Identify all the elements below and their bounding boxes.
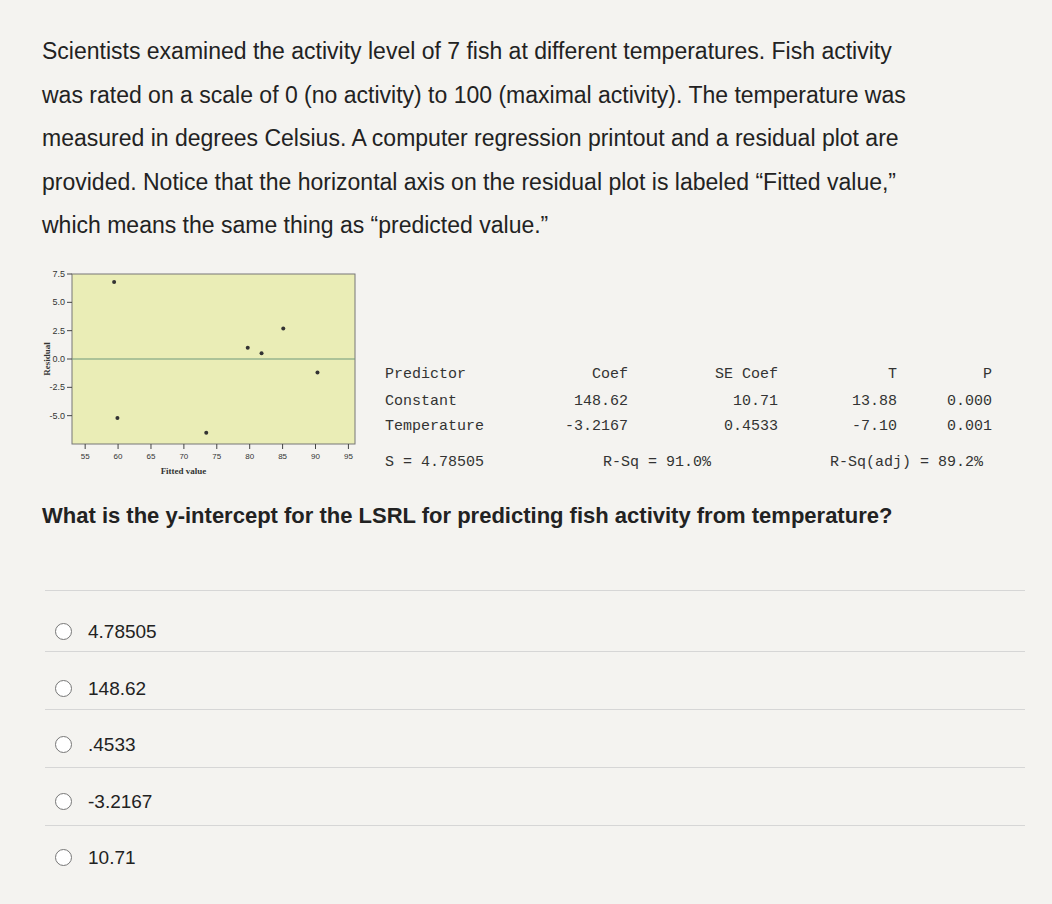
table-cell: 10.71 xyxy=(733,393,778,410)
zero-line xyxy=(72,358,355,359)
table-cell: Temperature xyxy=(385,418,484,435)
x-tick-label: 75 xyxy=(212,452,221,461)
y-tick xyxy=(67,330,72,331)
y-tick xyxy=(67,274,72,275)
residual-plot: 7.5 5.0 2.5 0.0 -2.5 -5.0 55 60 65 70 75 80 85 90 95 Fi… xyxy=(40,262,370,487)
x-axis-label: Fitted value xyxy=(161,466,207,476)
residual-point xyxy=(315,371,319,375)
radio-button[interactable] xyxy=(55,736,72,753)
paragraph-line: provided. Notice that the horizontal axi… xyxy=(42,169,896,196)
x-tick-label: 90 xyxy=(311,452,320,461)
table-cell: -3.2167 xyxy=(565,418,628,435)
radio-button[interactable] xyxy=(55,623,72,640)
x-tick-label: 70 xyxy=(179,452,188,461)
separator xyxy=(45,825,1025,826)
y-tick-label: 7.5 xyxy=(52,269,65,279)
table-cell: Constant xyxy=(385,393,457,410)
table-summary: R-Sq = 91.0% xyxy=(603,454,711,471)
y-tick-label: 0.0 xyxy=(52,354,65,364)
radio-button[interactable] xyxy=(55,849,72,866)
y-tick-label: -2.5 xyxy=(49,382,65,392)
table-cell: 0.001 xyxy=(947,418,992,435)
y-tick xyxy=(67,387,72,388)
x-tick xyxy=(348,444,349,449)
paragraph-line: measured in degrees Celsius. A computer … xyxy=(42,125,899,152)
separator xyxy=(45,651,1025,652)
table-header: Coef xyxy=(592,366,628,383)
residual-point xyxy=(204,431,208,435)
question: What is the y-intercept for the LSRL for… xyxy=(42,503,892,529)
table-cell: 148.62 xyxy=(574,393,628,410)
residual-point xyxy=(246,346,250,350)
x-tick-label: 65 xyxy=(147,452,156,461)
x-tick-label: 55 xyxy=(81,452,90,461)
table-header: Predictor xyxy=(385,366,466,383)
option-label: 148.62 xyxy=(88,678,146,700)
table-cell: 0.4533 xyxy=(724,418,778,435)
y-tick xyxy=(67,302,72,303)
x-tick xyxy=(249,444,250,449)
table-header: P xyxy=(983,366,992,383)
x-tick xyxy=(216,444,217,449)
radio-button[interactable] xyxy=(55,680,72,697)
y-tick xyxy=(67,359,72,360)
plot-frame xyxy=(72,274,355,444)
y-tick xyxy=(67,415,72,416)
separator xyxy=(45,590,1025,591)
table-header: SE Coef xyxy=(715,366,778,383)
option-label: -3.2167 xyxy=(88,791,152,813)
table-cell: 13.88 xyxy=(852,393,897,410)
paragraph-line: which means the same thing as “predicted… xyxy=(42,212,548,239)
x-tick-label: 80 xyxy=(245,452,254,461)
table-summary: S = 4.78505 xyxy=(385,454,484,471)
separator xyxy=(45,767,1025,768)
x-tick xyxy=(282,444,283,449)
table-summary: R-Sq(adj) = 89.2% xyxy=(830,454,983,471)
residual-point xyxy=(260,351,264,355)
x-tick xyxy=(85,444,86,449)
table-cell: 0.000 xyxy=(947,393,992,410)
x-tick-label: 95 xyxy=(344,452,353,461)
x-tick xyxy=(315,444,316,449)
x-tick-label: 85 xyxy=(278,452,287,461)
y-tick-label: 2.5 xyxy=(52,326,65,336)
option-label: .4533 xyxy=(88,734,136,756)
x-tick-label: 60 xyxy=(114,452,123,461)
paragraph-line: Scientists examined the activity level o… xyxy=(42,38,892,65)
x-tick xyxy=(118,444,119,449)
plot-marks xyxy=(72,280,355,435)
table-header: T xyxy=(888,366,897,383)
table-cell: -7.10 xyxy=(852,418,897,435)
residual-point xyxy=(112,280,116,284)
separator xyxy=(45,709,1025,710)
y-tick-label: 5.0 xyxy=(52,297,65,307)
option-label: 4.78505 xyxy=(88,621,157,643)
residual-point xyxy=(281,326,285,330)
option-label: 10.71 xyxy=(88,847,136,869)
x-tick xyxy=(183,444,184,449)
y-tick-label: -5.0 xyxy=(49,411,65,421)
radio-button[interactable] xyxy=(55,793,72,810)
y-axis-label: Residual xyxy=(42,342,52,376)
residual-point xyxy=(115,416,119,420)
x-tick xyxy=(150,444,151,449)
paragraph-line: was rated on a scale of 0 (no activity) … xyxy=(42,82,906,109)
